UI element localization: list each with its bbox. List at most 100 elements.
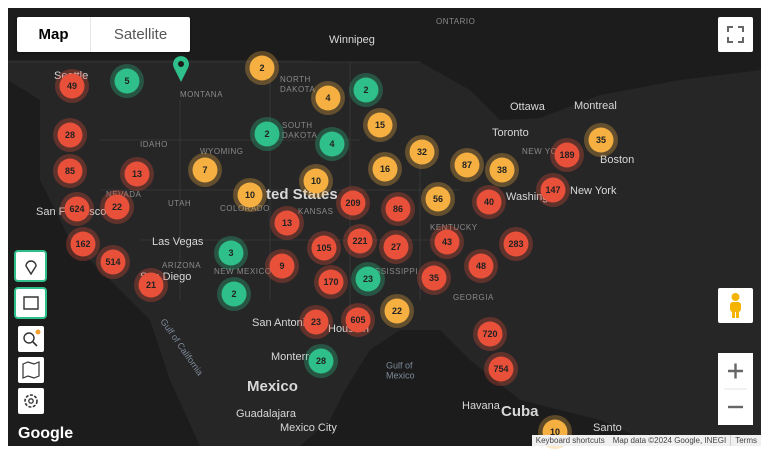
place-label: NORTH xyxy=(280,75,311,84)
fullscreen-button[interactable] xyxy=(718,17,753,52)
cluster-marker[interactable]: 170 xyxy=(314,265,348,299)
cluster-marker[interactable]: 86 xyxy=(381,192,415,226)
cluster-marker[interactable]: 13 xyxy=(270,206,304,240)
cluster-count: 43 xyxy=(442,237,452,247)
cluster-marker[interactable]: 2 xyxy=(250,117,284,151)
cluster-marker[interactable]: 189 xyxy=(550,138,584,172)
cluster-count: 10 xyxy=(245,190,255,200)
satellite-button[interactable]: Satellite xyxy=(113,26,168,43)
place-label: Gulf of xyxy=(386,360,413,370)
cluster-marker[interactable]: 5 xyxy=(110,64,144,98)
cluster-count: 514 xyxy=(105,257,120,267)
cluster-count: 28 xyxy=(316,356,326,366)
cluster-dot xyxy=(254,121,280,147)
place-label: MISSISSIPPI xyxy=(365,267,418,276)
cluster-marker[interactable]: 9 xyxy=(265,249,299,283)
cluster-count: 10 xyxy=(550,427,560,437)
cluster-marker[interactable]: 40 xyxy=(472,185,506,219)
cluster-marker[interactable]: 38 xyxy=(485,153,519,187)
cluster-marker[interactable]: 4 xyxy=(315,127,349,161)
pegman xyxy=(730,293,741,318)
cluster-dot xyxy=(269,253,295,279)
cluster-marker[interactable]: 48 xyxy=(464,249,498,283)
cluster-count: 209 xyxy=(345,198,360,208)
cluster-marker[interactable]: 32 xyxy=(405,135,439,169)
place-label: Las Vegas xyxy=(152,236,204,248)
search-tool[interactable] xyxy=(18,326,44,352)
cluster-marker[interactable]: 13 xyxy=(120,157,154,191)
cluster-marker[interactable]: 4 xyxy=(311,81,345,115)
cluster-marker[interactable]: 624 xyxy=(60,192,94,226)
cluster-count: 4 xyxy=(329,139,334,149)
pin xyxy=(173,56,189,82)
cluster-count: 23 xyxy=(363,274,373,284)
borders xyxy=(8,61,460,310)
place-labels: ONTARIOWinnipegMONTANANORTHDAKOTASOUTHDA… xyxy=(36,17,634,434)
place-label: Montreal xyxy=(574,100,617,112)
cluster-marker[interactable]: 221 xyxy=(343,224,377,258)
street-view-button[interactable] xyxy=(718,288,753,323)
cluster-marker[interactable]: 283 xyxy=(499,227,533,261)
cluster-dot xyxy=(303,309,329,335)
terms[interactable]: Terms xyxy=(730,435,761,446)
cluster-marker[interactable]: 27 xyxy=(379,230,413,264)
cluster-marker[interactable]: 49 xyxy=(55,69,89,103)
cluster-dot xyxy=(70,231,96,257)
cluster-count: 32 xyxy=(417,147,427,157)
cluster-marker[interactable]: 28 xyxy=(304,344,338,378)
cluster-marker[interactable]: 2 xyxy=(217,277,251,311)
cluster-marker[interactable]: 2 xyxy=(245,51,279,85)
cluster-marker[interactable]: 605 xyxy=(341,303,375,337)
cluster-marker[interactable]: 56 xyxy=(421,182,455,216)
cluster-dot xyxy=(59,73,85,99)
cluster-count: 162 xyxy=(75,239,90,249)
layers-tool[interactable] xyxy=(18,357,44,383)
cluster-count: 38 xyxy=(497,165,507,175)
cluster-marker[interactable]: 10 xyxy=(299,164,333,198)
area-tool[interactable] xyxy=(14,287,47,319)
keyboard-shortcuts[interactable]: Keyboard shortcuts xyxy=(535,436,605,445)
cluster-dot xyxy=(319,131,345,157)
cluster-marker[interactable]: 35 xyxy=(584,123,618,157)
place-label: Toronto xyxy=(492,127,529,139)
cluster-marker[interactable]: 87 xyxy=(450,148,484,182)
cluster-marker[interactable]: 514 xyxy=(96,245,130,279)
cluster-marker[interactable]: 2 xyxy=(349,73,383,107)
place-label: NEW YORK xyxy=(522,147,570,156)
pin-tool[interactable] xyxy=(14,250,47,282)
cluster-marker[interactable]: 720 xyxy=(473,317,507,351)
cluster-dot xyxy=(554,142,580,168)
place-label: Cuba xyxy=(501,403,539,420)
cluster-dot xyxy=(104,194,130,220)
cluster-marker[interactable]: 22 xyxy=(380,294,414,328)
settings-tool[interactable] xyxy=(18,388,44,414)
cluster-marker[interactable]: 7 xyxy=(188,153,222,187)
cluster-count: 28 xyxy=(65,130,75,140)
cluster-count: 2 xyxy=(363,85,368,95)
cluster-count: 49 xyxy=(67,81,77,91)
place-label: Winnipeg xyxy=(329,34,375,46)
cluster-marker[interactable]: 23 xyxy=(299,305,333,339)
cluster-marker[interactable]: 147 xyxy=(536,173,570,207)
place-label: Washing xyxy=(506,191,548,203)
cluster-marker[interactable]: 754 xyxy=(484,352,518,386)
cluster-marker[interactable]: 3 xyxy=(214,236,248,270)
cluster-marker[interactable]: 43 xyxy=(430,225,464,259)
cluster-dot xyxy=(434,229,460,255)
footer-bar: Keyboard shortcuts Map data ©2024 Google… xyxy=(531,435,761,446)
cluster-marker[interactable]: 85 xyxy=(53,154,87,188)
cluster-marker[interactable]: 15 xyxy=(363,108,397,142)
cluster-marker[interactable]: 162 xyxy=(66,227,100,261)
cluster-marker[interactable]: 105 xyxy=(307,231,341,265)
map-button[interactable]: Map xyxy=(17,17,91,52)
cluster-marker[interactable]: 21 xyxy=(134,268,168,302)
cluster-marker[interactable]: 209 xyxy=(336,186,370,220)
cluster-marker[interactable]: 16 xyxy=(368,152,402,186)
cluster-marker[interactable]: 23 xyxy=(351,262,385,296)
cluster-marker[interactable]: 35 xyxy=(417,261,451,295)
cluster-marker[interactable]: 10 xyxy=(233,178,267,212)
cluster-dot xyxy=(303,168,329,194)
cluster-marker[interactable]: 28 xyxy=(53,118,87,152)
fullscreen-icon xyxy=(727,26,744,43)
cluster-marker[interactable]: 22 xyxy=(100,190,134,224)
